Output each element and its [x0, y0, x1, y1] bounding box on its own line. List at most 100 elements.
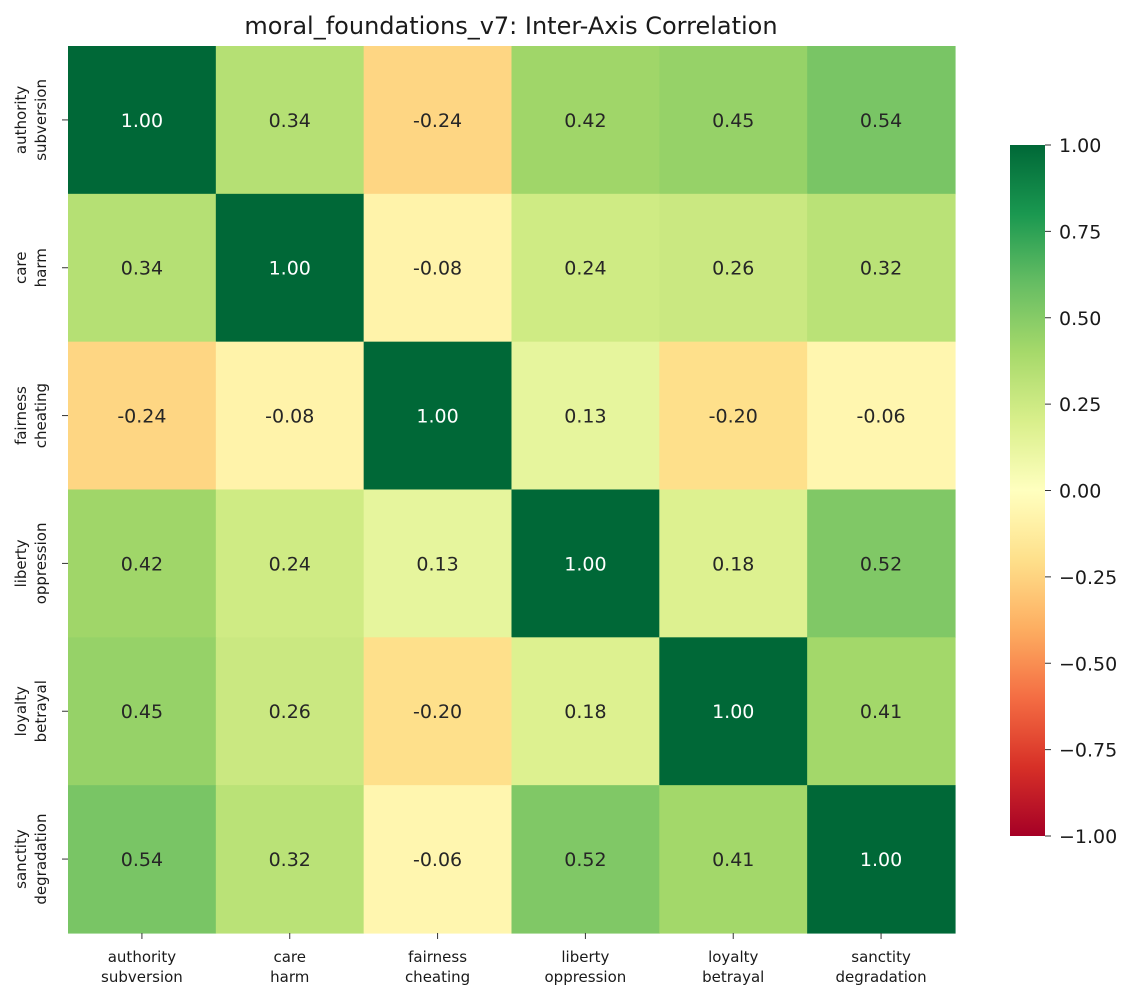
cell-value-label: -0.24	[413, 110, 462, 132]
heatmap-cell	[659, 46, 808, 195]
cell-value-label: 0.32	[860, 258, 902, 280]
heatmap-cell	[511, 489, 660, 638]
heatmap-cell	[807, 489, 956, 638]
y-tick-label: loyalty betrayal	[12, 680, 50, 742]
heatmap-cell	[68, 193, 217, 343]
heatmap-cell	[659, 489, 808, 638]
heatmap-cell	[215, 193, 365, 343]
cell-value-label: 1.00	[860, 849, 902, 871]
cell-value-label: 0.18	[564, 701, 606, 723]
chart-title: moral_foundations_v7: Inter-Axis Correla…	[244, 12, 777, 40]
cell-value-label: 0.26	[712, 258, 754, 280]
cell-value-label: 0.52	[564, 849, 606, 871]
x-tick-label: care harm	[270, 948, 309, 986]
cell-value-label: 0.45	[121, 701, 163, 723]
heatmap-cell	[363, 489, 513, 638]
heatmap-cell	[363, 46, 513, 195]
heatmap-cell	[363, 341, 513, 491]
heatmap-cell	[68, 46, 217, 195]
colorbar-gradient	[1010, 145, 1045, 836]
colorbar: 1.00 0.75 0.50 0.25 0.00 −0.25 −0.50 −0.75 −1.00	[1010, 135, 1117, 848]
heatmap-cell	[68, 637, 217, 786]
colorbar-tick-label: 0.50	[1059, 308, 1101, 330]
colorbar-tick-label: 0.00	[1059, 481, 1101, 503]
cell-value-label: 0.32	[269, 849, 311, 871]
x-tick-label: fairness cheating	[405, 948, 470, 986]
cell-value-label: -0.06	[856, 406, 905, 428]
cell-value-label: -0.20	[413, 701, 462, 723]
cell-value-label: 0.34	[269, 110, 311, 132]
cell-value-label: 0.42	[564, 110, 606, 132]
cell-value-label: 1.00	[121, 110, 163, 132]
y-tick-label: care harm	[12, 248, 50, 287]
heatmap-cell	[215, 785, 365, 934]
cell-value-label: 0.41	[860, 701, 902, 723]
cell-value-label: -0.08	[265, 406, 314, 428]
cell-value-label: 0.24	[564, 258, 606, 280]
cell-value-label: 0.54	[860, 110, 902, 132]
heatmap-cell	[659, 193, 808, 343]
cell-value-label: 0.13	[564, 406, 606, 428]
cell-value-label: 1.00	[712, 701, 754, 723]
heatmap-cells: 1.00 0.34 -0.24 0.42 0.45 0.54 0.34 1.00 -0.08 0.…	[68, 46, 956, 934]
heatmap-cell	[363, 637, 513, 786]
cell-value-label: 1.00	[269, 258, 311, 280]
x-tick-label: loyalty betrayal	[702, 948, 764, 986]
cell-value-label: 0.26	[269, 701, 311, 723]
cell-value-label: 1.00	[564, 553, 606, 575]
cell-value-label: 0.45	[712, 110, 754, 132]
y-tick-label: liberty oppression	[12, 523, 50, 605]
y-tick-label: fairness cheating	[12, 383, 50, 448]
heatmap-cell	[659, 637, 808, 786]
heatmap-cell	[511, 637, 660, 786]
cell-value-label: 0.34	[121, 258, 163, 280]
cell-value-label: 0.54	[121, 849, 163, 871]
heatmap-cell	[807, 637, 956, 786]
cell-value-label: -0.08	[413, 258, 462, 280]
heatmap-cell	[215, 489, 365, 638]
heatmap-cell	[511, 46, 660, 195]
cell-value-label: -0.24	[117, 406, 166, 428]
colorbar-tick-label: 0.75	[1059, 221, 1101, 243]
heatmap-cell	[215, 637, 365, 786]
heatmap-cell	[511, 193, 660, 343]
y-axis-ticks: authority subversion care harm fairness cheat…	[12, 79, 68, 905]
y-tick-label: authority subversion	[12, 79, 50, 161]
colorbar-tick-label: −0.50	[1059, 653, 1117, 675]
heatmap-cell	[68, 785, 217, 934]
heatmap-cell	[659, 785, 808, 934]
cell-value-label: 0.18	[712, 553, 754, 575]
heatmap-cell	[807, 341, 956, 491]
x-tick-label: liberty oppression	[545, 948, 627, 986]
cell-value-label: 0.52	[860, 553, 902, 575]
y-tick-label: sanctity degradation	[12, 814, 50, 905]
heatmap-cell	[511, 341, 660, 491]
heatmap-cell	[807, 193, 956, 343]
colorbar-tick-label: −0.75	[1059, 740, 1117, 762]
cell-value-label: 0.42	[121, 553, 163, 575]
x-tick-label: authority subversion	[101, 948, 183, 986]
heatmap-cell	[68, 341, 217, 491]
heatmap-cell	[363, 193, 513, 343]
heatmap-cell	[807, 785, 956, 934]
x-axis-ticks: authority subversion care harm fairness cheat…	[101, 932, 927, 986]
x-tick-label: sanctity degradation	[836, 948, 927, 986]
cell-value-label: -0.20	[709, 406, 758, 428]
heatmap-cell	[659, 341, 808, 491]
colorbar-tick-label: 0.25	[1059, 394, 1101, 416]
colorbar-tick-label: −0.25	[1059, 567, 1117, 589]
cell-value-label: 0.24	[269, 553, 311, 575]
cell-value-label: -0.06	[413, 849, 462, 871]
heatmap-cell	[68, 489, 217, 638]
heatmap-cell	[215, 46, 365, 195]
heatmap-cell	[363, 785, 513, 934]
heatmap-cell	[215, 341, 365, 491]
heatmap-cell	[511, 785, 660, 934]
cell-value-label: 1.00	[416, 406, 458, 428]
cell-value-label: 0.13	[416, 553, 458, 575]
colorbar-tick-label: 1.00	[1059, 135, 1101, 157]
cell-value-label: 0.41	[712, 849, 754, 871]
heatmap-cell	[807, 46, 956, 195]
